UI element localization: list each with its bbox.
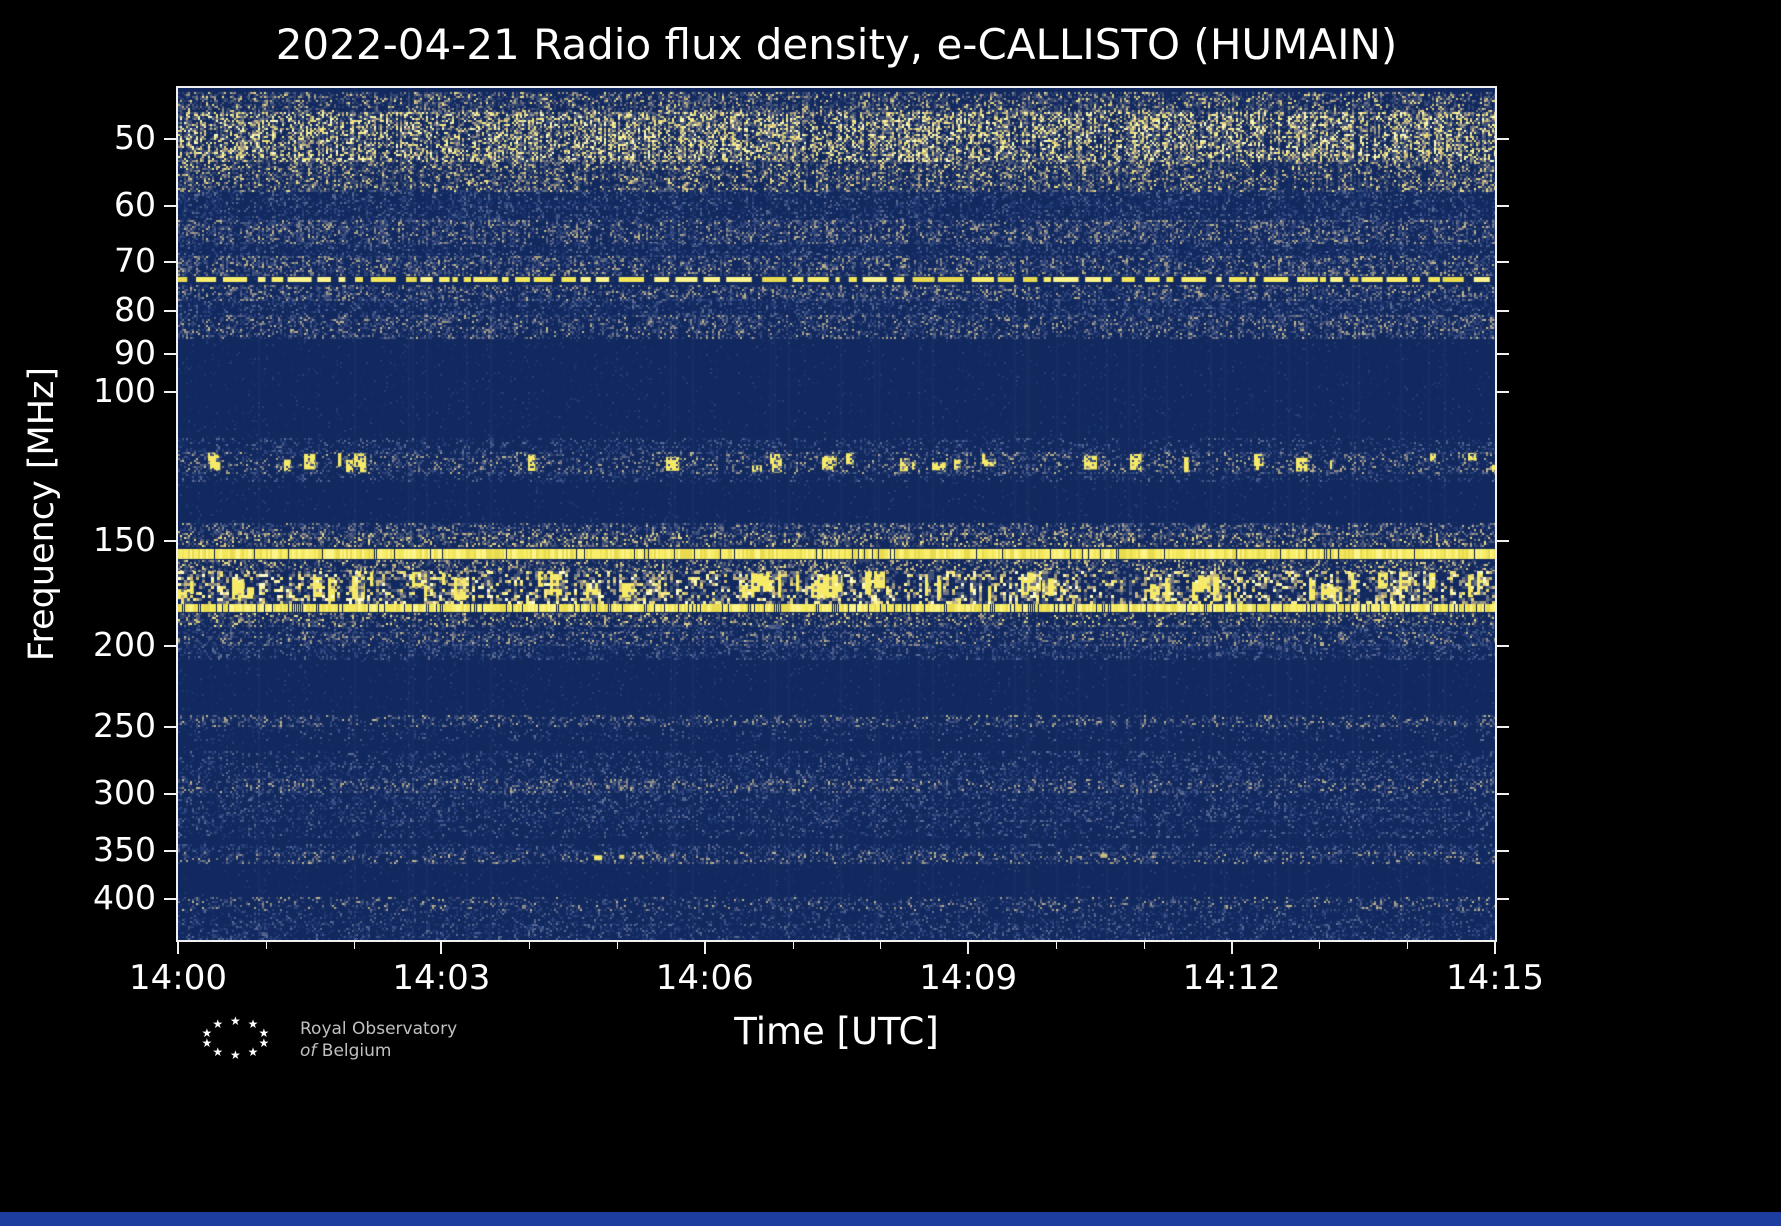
star-icon: ★ xyxy=(201,1036,213,1051)
y-tick-mark xyxy=(164,793,176,796)
x-minor-tick-mark xyxy=(265,942,267,949)
x-tick-mark xyxy=(440,942,443,954)
x-tick-mark xyxy=(703,942,706,954)
y-tick-mark-right xyxy=(1497,352,1509,355)
y-tick-mark-right xyxy=(1497,849,1509,852)
spectrogram-canvas xyxy=(178,88,1495,940)
y-tick-label: 60 xyxy=(114,184,156,224)
star-icon: ★ xyxy=(247,1044,259,1059)
y-tick-mark xyxy=(164,352,176,355)
y-tick-mark xyxy=(164,849,176,852)
y-tick-label: 200 xyxy=(93,624,156,664)
rob-logo-belgium: Belgium xyxy=(321,1041,392,1061)
x-minor-tick-mark xyxy=(353,942,355,949)
x-tick-mark xyxy=(967,942,970,954)
x-minor-tick-mark xyxy=(1319,942,1321,949)
y-tick-label: 350 xyxy=(93,829,156,869)
x-tick-mark xyxy=(1494,942,1496,954)
y-tick-label: 70 xyxy=(114,240,156,280)
x-tick-label: 14:00 xyxy=(129,958,227,998)
y-tick-mark xyxy=(164,539,176,542)
star-icon: ★ xyxy=(201,1025,213,1040)
x-minor-tick-mark xyxy=(529,942,531,949)
y-tick-mark-right xyxy=(1497,391,1509,394)
x-tick-mark xyxy=(1230,942,1233,954)
x-tick-label: 14:15 xyxy=(1446,958,1544,998)
y-tick-label: 50 xyxy=(114,117,156,157)
bottom-strip xyxy=(0,1212,1781,1226)
x-tick-label: 14:12 xyxy=(1182,958,1281,998)
y-tick-label: 250 xyxy=(93,706,156,746)
y-tick-mark-right xyxy=(1497,898,1509,901)
x-minor-tick-mark xyxy=(1407,942,1409,949)
y-tick-mark-right xyxy=(1497,137,1509,140)
y-tick-mark xyxy=(164,898,176,901)
y-tick-mark xyxy=(164,644,176,647)
star-icon: ★ xyxy=(212,1044,224,1059)
x-minor-tick-mark xyxy=(617,942,618,949)
rob-logo-line1: Royal Observatory xyxy=(300,1019,458,1039)
rob-logo-of: of xyxy=(300,1041,317,1061)
x-minor-tick-mark xyxy=(1143,942,1145,949)
y-tick-mark xyxy=(164,726,176,729)
x-tick-label: 14:09 xyxy=(919,958,1018,998)
star-icon: ★ xyxy=(230,1048,241,1062)
y-tick-label: 100 xyxy=(93,371,156,411)
y-tick-label: 150 xyxy=(93,519,156,559)
star-icon: ★ xyxy=(212,1017,224,1032)
y-tick-mark-right xyxy=(1497,309,1509,312)
y-tick-label: 90 xyxy=(114,332,156,372)
x-tick-label: 14:06 xyxy=(655,958,754,998)
y-tick-mark-right xyxy=(1497,539,1509,542)
y-tick-mark xyxy=(164,137,176,140)
y-tick-mark-right xyxy=(1497,726,1509,729)
y-tick-mark-right xyxy=(1497,260,1509,263)
y-tick-mark xyxy=(164,204,176,207)
star-icon: ★ xyxy=(247,1017,259,1032)
star-icon: ★ xyxy=(230,1014,241,1028)
y-axis-label: Frequency [MHz] xyxy=(22,366,62,662)
y-tick-mark-right xyxy=(1497,204,1509,207)
y-tick-label: 80 xyxy=(114,289,156,329)
x-tick-mark xyxy=(177,942,179,954)
rob-logo-line2: of Belgium xyxy=(300,1040,457,1062)
rob-logo-stars: ★ ★ ★ ★ ★ ★ ★ ★ ★ ★ xyxy=(196,1008,284,1072)
chart-title: 2022-04-21 Radio flux density, e-CALLIST… xyxy=(275,20,1398,69)
x-minor-tick-mark xyxy=(1056,942,1057,949)
y-tick-mark-right xyxy=(1497,793,1509,796)
rob-logo: ★ ★ ★ ★ ★ ★ ★ ★ ★ ★ Royal Observatory of Belgium xyxy=(196,1008,516,1072)
rob-logo-text: Royal Observatory of Belgium xyxy=(300,1018,457,1062)
y-tick-label: 400 xyxy=(93,878,156,918)
x-minor-tick-mark xyxy=(792,942,794,949)
y-tick-mark xyxy=(164,391,176,394)
x-axis-label: Time [UTC] xyxy=(734,1010,939,1053)
y-tick-label: 300 xyxy=(93,773,156,813)
star-icon: ★ xyxy=(258,1025,270,1040)
y-tick-mark-right xyxy=(1497,644,1509,647)
star-icon: ★ xyxy=(258,1036,270,1051)
y-tick-mark xyxy=(164,260,176,263)
x-tick-label: 14:03 xyxy=(392,958,491,998)
plot-area xyxy=(176,86,1497,942)
x-minor-tick-mark xyxy=(880,942,882,949)
y-tick-mark xyxy=(164,309,176,312)
